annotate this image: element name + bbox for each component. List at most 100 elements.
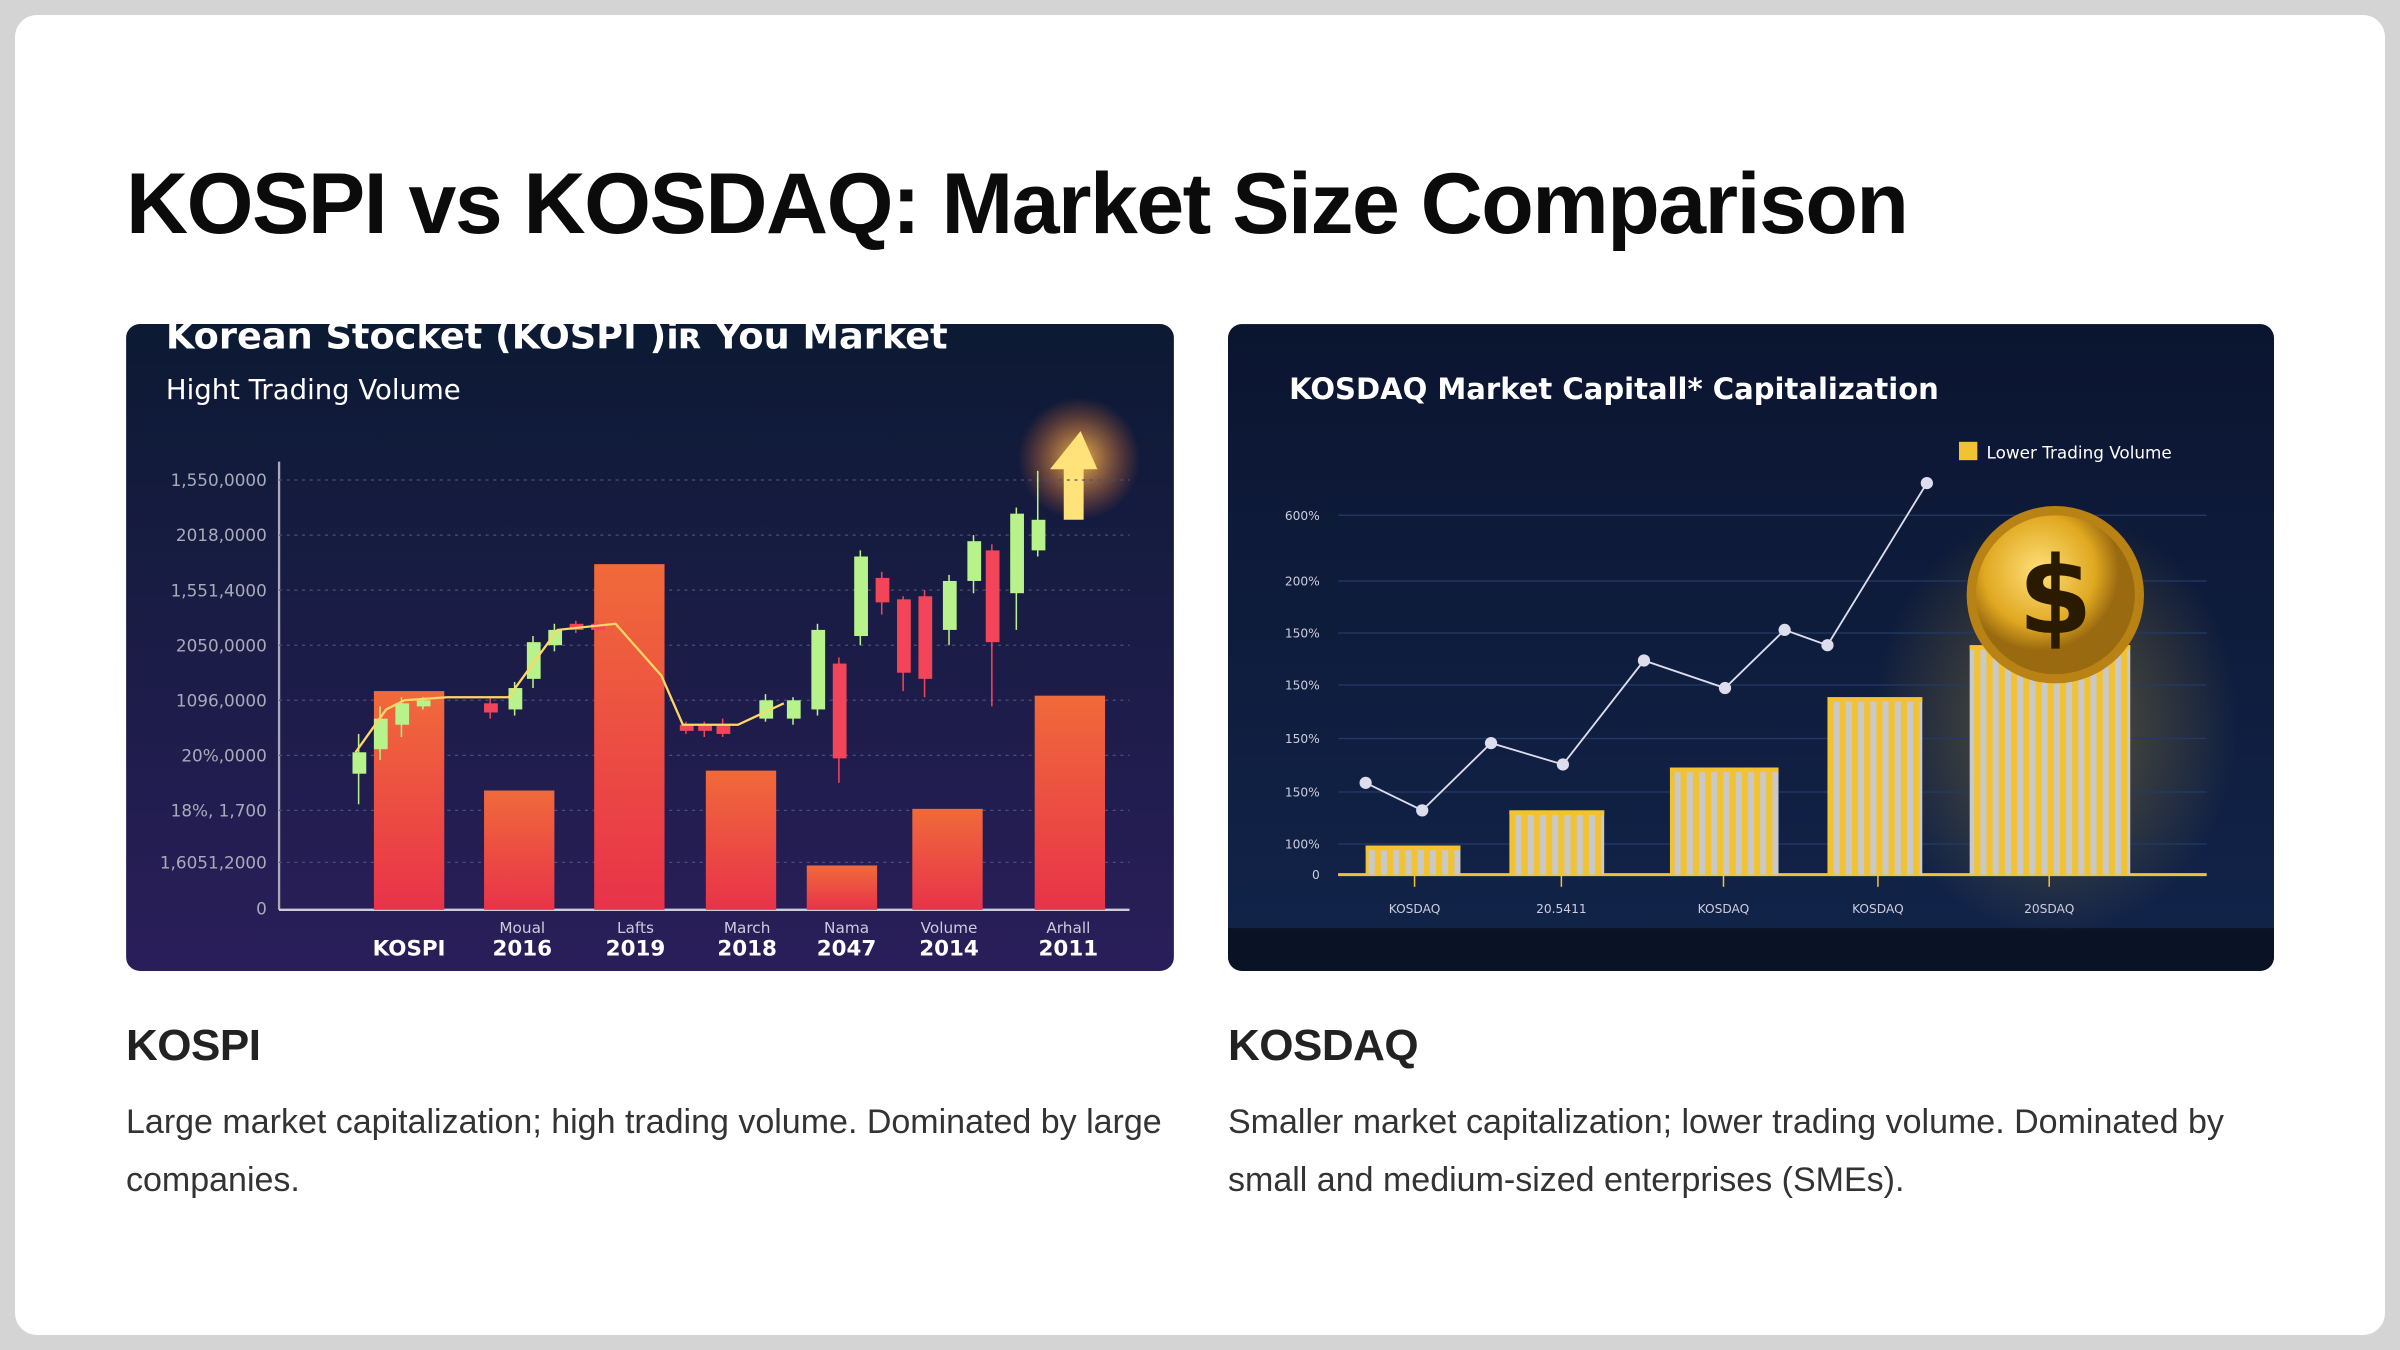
x-label-top: March: [724, 919, 771, 937]
x-label: 20.5411: [1536, 902, 1587, 916]
trend-point: [1821, 639, 1834, 652]
candle-body: [395, 703, 410, 725]
trend-point: [1359, 776, 1372, 789]
x-label: KOSDAQ: [1698, 902, 1750, 916]
candle-body: [679, 724, 694, 731]
kospi-column: Korean Stocket (KOSPI )iʀ You Market High…: [126, 324, 1174, 1209]
trend-point: [1484, 736, 1498, 750]
slide-title: KOSPI vs KOSDAQ: Market Size Comparison: [126, 156, 1909, 252]
candle-body: [484, 703, 498, 713]
candle-body: [1010, 513, 1024, 594]
card-text: Large market capitalization; high tradin…: [126, 1103, 1162, 1199]
candle-body: [985, 550, 1000, 643]
trend-point: [1920, 476, 1933, 490]
trend-point: [1416, 804, 1429, 817]
trend-point: [1637, 654, 1651, 667]
candle-body: [918, 596, 933, 679]
candle-body: [811, 629, 826, 710]
coin-symbol: $: [2018, 535, 2092, 659]
y-label: 150%: [1285, 732, 1320, 746]
candle-body: [716, 724, 731, 734]
kosdaq-image: KOSDAQ Market Capitall* Capitalization Lo…: [1228, 324, 2274, 971]
y-label: 1,550,0000: [171, 470, 267, 490]
candle-body: [897, 599, 911, 673]
candle-body: [416, 700, 431, 707]
y-label: 1,551,4000: [171, 580, 267, 600]
candle-body: [373, 718, 388, 750]
y-label: 150%: [1285, 627, 1320, 641]
candle-body: [854, 556, 868, 637]
image-title: Korean Stocket (KOSPI )iʀ You Market: [166, 324, 948, 357]
candle-body: [526, 642, 541, 679]
arrow: [1049, 431, 1098, 520]
bar: [484, 790, 555, 910]
x-label-top: Lafts: [617, 919, 654, 937]
kosdaq-column: KOSDAQ Market Capitall* Capitalization Lo…: [1228, 324, 2276, 1209]
candle-body: [1031, 519, 1046, 551]
x-label: 20SDAQ: [2024, 902, 2074, 916]
y-label: 20%,0000: [181, 745, 267, 765]
y-label: 0: [256, 898, 267, 918]
x-label-top: Arhall: [1046, 919, 1090, 937]
bar: [1509, 810, 1605, 875]
y-label: 1096,0000: [176, 690, 267, 710]
candle-body: [967, 541, 982, 581]
x-label: 2014: [919, 937, 979, 962]
candle-body: [786, 700, 801, 719]
legend-swatch: [1958, 441, 1978, 461]
x-label: 2018: [717, 937, 777, 962]
candle-body: [508, 688, 523, 710]
bar: [912, 808, 983, 910]
trend-line: [354, 622, 785, 753]
y-label: 1,6051,2000: [160, 853, 267, 873]
bar: [594, 564, 665, 910]
coin: [1975, 515, 2135, 675]
x-label: KOSDAQ: [1852, 902, 1904, 916]
bar: [1669, 767, 1779, 875]
y-label: 150%: [1285, 679, 1320, 693]
y-label: 2050,0000: [176, 635, 267, 655]
bar-top: [1365, 845, 1461, 851]
candle-body: [832, 663, 847, 759]
x-label: 2019: [606, 937, 666, 962]
y-label: 600%: [1285, 509, 1320, 523]
y-label: 100%: [1285, 838, 1320, 852]
candle-body: [352, 752, 367, 774]
image-title: KOSDAQ Market Capitall* Capitalization: [1289, 372, 1939, 406]
x-label: 2016: [492, 937, 552, 962]
bar: [705, 770, 777, 910]
trend-point: [1556, 758, 1570, 771]
bar-top: [1669, 767, 1779, 773]
x-label: 2047: [817, 937, 877, 962]
x-label: KOSPI: [373, 937, 446, 962]
bar: [1827, 697, 1923, 875]
x-label-top: Nama: [824, 919, 869, 937]
trend-point: [1718, 681, 1732, 695]
candle-body: [698, 724, 712, 731]
x-label-top: Moual: [499, 919, 545, 937]
x-label-top: Volume: [921, 919, 978, 937]
bar-top: [1509, 810, 1605, 815]
image-footer: [1228, 928, 2274, 971]
bar: [1365, 845, 1461, 875]
candle-body: [875, 577, 890, 603]
card-text: Smaller market capitalization; lower tra…: [1228, 1103, 2224, 1199]
y-label: 150%: [1285, 786, 1320, 800]
bar: [1034, 695, 1106, 910]
bar: [806, 865, 878, 910]
bar: [1969, 645, 2131, 875]
candle-body: [548, 629, 563, 646]
trend-point: [1778, 623, 1791, 637]
card-heading: KOSPI: [126, 1021, 261, 1070]
x-label: 2011: [1039, 937, 1099, 962]
y-label: 18%, 1,700: [171, 801, 267, 821]
y-label: 0: [1312, 868, 1320, 882]
candle-body: [591, 623, 605, 630]
x-label: KOSDAQ: [1389, 902, 1441, 916]
kospi-image: Korean Stocket (KOSPI )iʀ You Market High…: [126, 324, 1174, 971]
bar-top: [1827, 697, 1923, 702]
slide: KOSPI vs KOSDAQ: Market Size Comparison …: [15, 15, 2385, 1335]
legend-label: Lower Trading Volume: [1987, 443, 2172, 463]
candle-body: [942, 580, 957, 630]
y-label: 200%: [1285, 575, 1320, 589]
